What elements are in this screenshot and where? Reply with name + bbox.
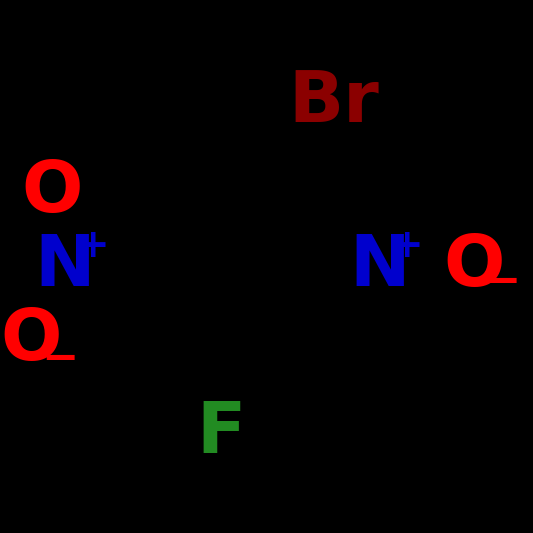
Text: −: − [41, 337, 78, 380]
Text: −: − [483, 260, 521, 303]
Text: O: O [1, 306, 62, 375]
Text: O: O [443, 232, 505, 301]
Text: O: O [21, 158, 83, 227]
Text: N: N [349, 232, 410, 301]
Text: Br: Br [288, 68, 379, 137]
Text: +: + [391, 227, 424, 265]
Text: +: + [77, 227, 109, 265]
Text: N: N [35, 232, 95, 301]
Text: F: F [196, 399, 246, 467]
